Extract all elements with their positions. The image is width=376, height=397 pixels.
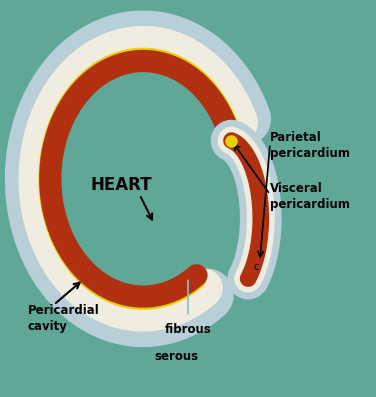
Text: c: c: [253, 262, 259, 272]
Text: HEART: HEART: [90, 176, 152, 194]
Text: fibrous: fibrous: [165, 323, 211, 336]
Text: Visceral
pericardium: Visceral pericardium: [270, 182, 350, 211]
Text: Parietal
pericardium: Parietal pericardium: [270, 131, 350, 160]
Text: Pericardial
cavity: Pericardial cavity: [27, 304, 99, 333]
Text: serous: serous: [155, 350, 199, 363]
